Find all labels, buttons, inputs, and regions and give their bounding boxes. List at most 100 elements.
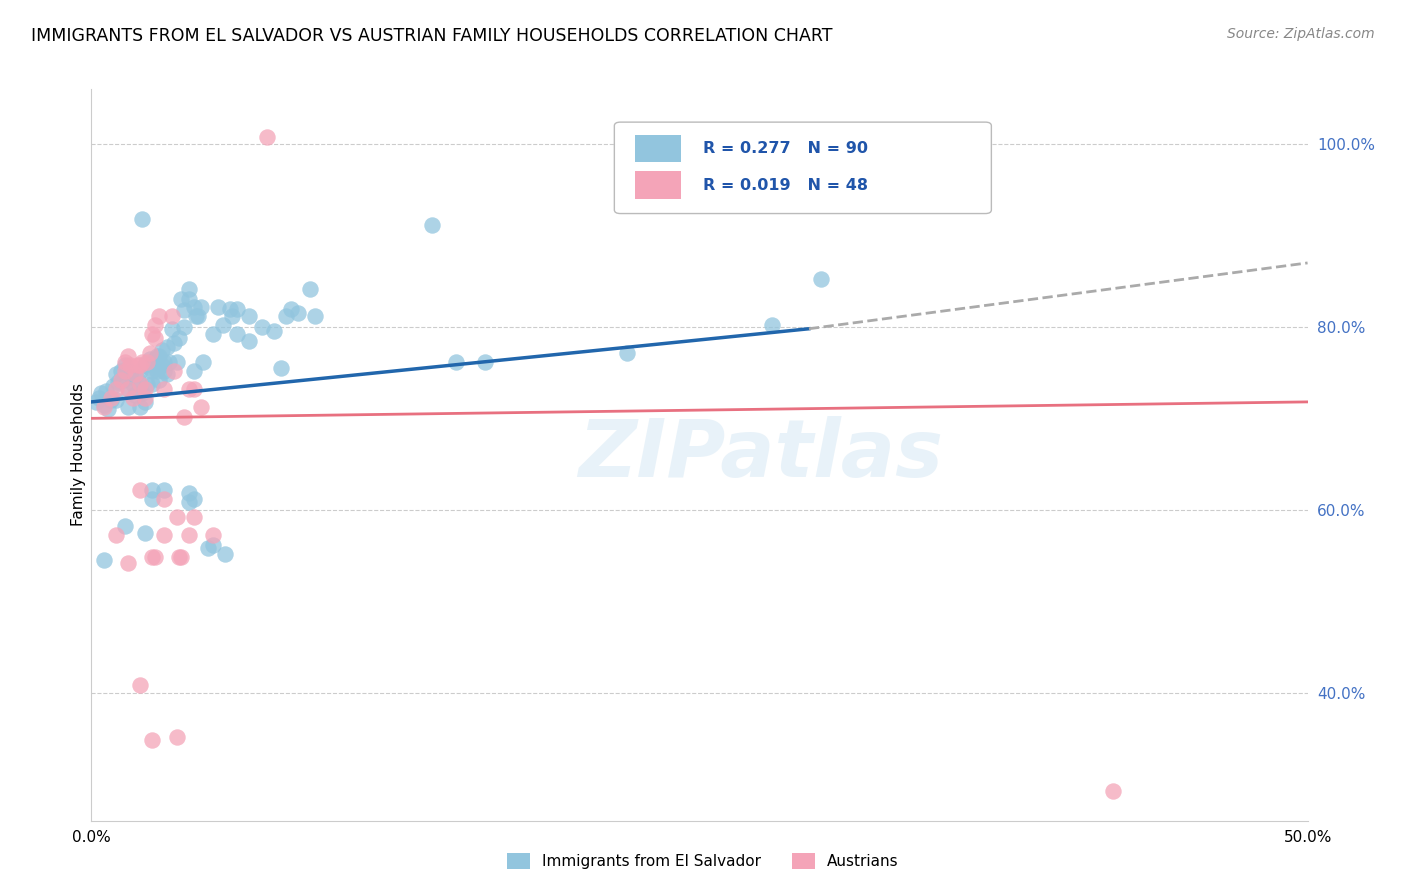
- Point: [163, 364, 186, 378]
- Point: [107, 375, 129, 389]
- Point: [129, 401, 152, 415]
- Point: [474, 354, 496, 368]
- Point: [134, 395, 156, 409]
- Point: [226, 301, 249, 316]
- Point: [170, 550, 193, 565]
- Bar: [636, 135, 682, 162]
- Point: [114, 364, 136, 378]
- Point: [104, 392, 127, 407]
- Point: [143, 318, 166, 332]
- Point: [94, 384, 117, 398]
- Point: [150, 359, 173, 373]
- Point: [146, 349, 169, 363]
- Point: [141, 733, 163, 747]
- Point: [131, 385, 153, 400]
- Point: [177, 495, 200, 509]
- Point: [250, 320, 273, 334]
- Point: [139, 345, 162, 359]
- Point: [263, 325, 285, 339]
- Point: [143, 550, 166, 565]
- Point: [117, 401, 139, 415]
- Point: [100, 391, 122, 405]
- Point: [1102, 784, 1125, 798]
- Point: [219, 301, 242, 316]
- Point: [141, 491, 163, 506]
- Point: [120, 359, 142, 373]
- Point: [167, 331, 190, 345]
- Y-axis label: Family Households: Family Households: [70, 384, 86, 526]
- Point: [202, 327, 225, 342]
- Point: [134, 359, 156, 373]
- Point: [129, 364, 152, 378]
- Point: [256, 129, 278, 144]
- Point: [134, 525, 156, 540]
- Point: [104, 528, 127, 542]
- Point: [304, 309, 326, 323]
- Text: R = 0.019   N = 48: R = 0.019 N = 48: [703, 178, 868, 193]
- Point: [114, 359, 136, 373]
- Point: [104, 382, 127, 396]
- Point: [270, 361, 292, 376]
- Point: [177, 281, 200, 295]
- Point: [238, 309, 260, 323]
- Point: [134, 391, 156, 405]
- Point: [114, 519, 136, 533]
- Text: IMMIGRANTS FROM EL SALVADOR VS AUSTRIAN FAMILY HOUSEHOLDS CORRELATION CHART: IMMIGRANTS FROM EL SALVADOR VS AUSTRIAN …: [31, 27, 832, 45]
- Point: [183, 510, 205, 524]
- Point: [127, 373, 149, 387]
- Point: [143, 359, 166, 373]
- Point: [87, 391, 110, 405]
- Point: [163, 336, 186, 351]
- Point: [238, 334, 260, 348]
- Point: [280, 301, 302, 316]
- Point: [177, 382, 200, 396]
- Point: [129, 376, 152, 391]
- Point: [124, 388, 146, 402]
- Point: [173, 320, 195, 334]
- Legend: Immigrants from El Salvador, Austrians: Immigrants from El Salvador, Austrians: [501, 847, 905, 875]
- Point: [177, 293, 200, 307]
- Point: [616, 345, 638, 359]
- Point: [157, 354, 180, 368]
- Point: [148, 349, 170, 363]
- Point: [129, 678, 152, 692]
- Point: [187, 309, 209, 323]
- Point: [90, 385, 112, 400]
- Point: [153, 491, 176, 506]
- Point: [141, 376, 163, 391]
- Point: [160, 322, 183, 336]
- Point: [129, 483, 152, 497]
- Point: [183, 491, 205, 506]
- Point: [166, 730, 188, 744]
- Point: [93, 398, 115, 412]
- Point: [166, 510, 188, 524]
- Point: [274, 309, 297, 323]
- Point: [160, 309, 183, 323]
- Point: [207, 300, 229, 314]
- Point: [221, 309, 243, 323]
- Point: [127, 359, 149, 373]
- Point: [143, 331, 166, 345]
- Point: [148, 373, 170, 387]
- Point: [129, 359, 152, 373]
- Point: [173, 409, 195, 424]
- Point: [134, 382, 156, 396]
- Point: [117, 382, 139, 396]
- Point: [103, 379, 125, 393]
- Point: [761, 318, 783, 332]
- Point: [148, 309, 170, 323]
- Point: [226, 327, 249, 342]
- Point: [110, 364, 132, 378]
- Point: [141, 550, 163, 565]
- Point: [111, 373, 134, 387]
- Point: [146, 364, 169, 378]
- Point: [136, 354, 159, 368]
- Point: [810, 272, 832, 286]
- Point: [139, 361, 162, 376]
- Text: ZIPatlas: ZIPatlas: [578, 416, 943, 494]
- FancyBboxPatch shape: [614, 122, 991, 213]
- Point: [193, 354, 215, 368]
- Point: [84, 395, 107, 409]
- Point: [124, 368, 146, 382]
- Point: [117, 349, 139, 363]
